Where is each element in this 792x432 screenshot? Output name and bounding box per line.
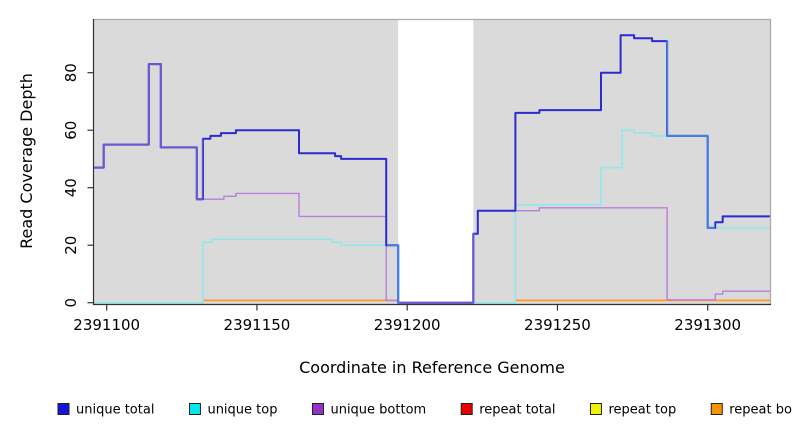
- x-tick-label: 2391150: [224, 316, 291, 334]
- axes-layer: 2391100 2391150 2391200 2391250 2391300 0 20 4…: [62, 18, 772, 334]
- series-layer: [93, 34, 771, 304]
- y-tick-label: 80: [62, 63, 80, 82]
- x-tick-label: 2391300: [674, 316, 741, 334]
- y-axis-ticks: 0 20 40 60 80: [62, 63, 93, 307]
- legend-swatch-repeat-bottom: [710, 403, 723, 415]
- legend-swatch-unique-top: [188, 403, 201, 415]
- legend-swatch-unique-bottom: [311, 403, 324, 415]
- y-tick-label: 0: [62, 298, 80, 308]
- y-tick-label: 60: [62, 121, 80, 140]
- legend-swatch-unique-total: [57, 403, 70, 415]
- series-unique-top: [93, 129, 771, 304]
- y-axis-title: Read Coverage Depth: [17, 73, 36, 249]
- plot-box-top-right: [93, 18, 772, 304]
- legend-swatch-repeat-top: [589, 403, 602, 415]
- legend-label-repeat-top: repeat top: [608, 403, 676, 418]
- legend-swatch-repeat-total: [460, 403, 473, 415]
- y-tick-label: 20: [62, 236, 80, 255]
- x-tick-label: 2391200: [374, 316, 441, 334]
- plot-box-axis-lines: [92, 19, 771, 306]
- coverage-gap-band: [398, 19, 474, 304]
- legend-label-repeat-bottom: repeat bottom: [729, 403, 792, 418]
- x-tick-label: 2391250: [524, 316, 591, 334]
- x-axis-title: Coordinate in Reference Genome: [299, 358, 565, 377]
- x-axis-ticks: 2391100 2391150 2391200 2391250 2391300: [73, 304, 741, 334]
- legend-label-unique-bottom: unique bottom: [330, 403, 426, 418]
- legend-label-repeat-total: repeat total: [479, 403, 555, 418]
- chart-legend: unique total unique top unique bottom repea…: [57, 403, 792, 418]
- legend-label-unique-top: unique top: [207, 403, 277, 418]
- y-tick-label: 40: [62, 178, 80, 197]
- legend-label-unique-total: unique total: [76, 403, 154, 418]
- x-tick-label: 2391100: [73, 316, 140, 334]
